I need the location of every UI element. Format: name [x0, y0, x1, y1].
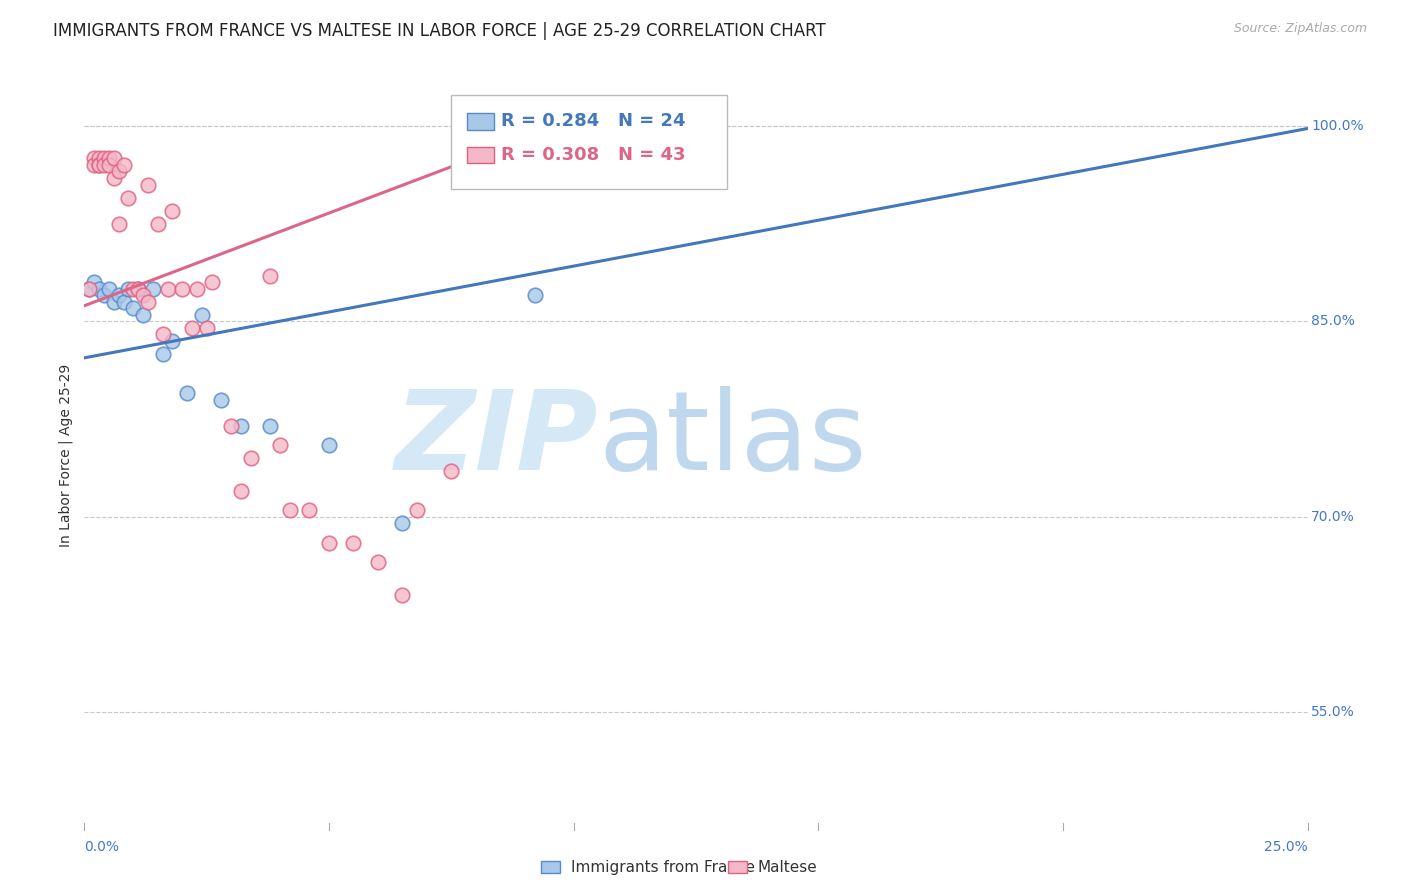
- Point: [87, 282, 110, 296]
- Point: [87, 152, 110, 166]
- Text: Immigrants from France: Immigrants from France: [571, 860, 755, 874]
- Point: [77, 282, 100, 296]
- Point: [219, 418, 242, 433]
- Point: [97, 282, 120, 296]
- Point: [181, 321, 204, 335]
- Point: [107, 217, 129, 231]
- Point: [87, 158, 110, 172]
- Point: [162, 334, 184, 348]
- Point: [239, 451, 262, 466]
- Point: [191, 308, 214, 322]
- Point: [136, 178, 159, 192]
- Point: [269, 438, 291, 452]
- Point: [136, 294, 159, 309]
- Point: [103, 152, 125, 166]
- Point: [97, 152, 120, 166]
- Point: [318, 438, 340, 452]
- Point: [162, 203, 184, 218]
- Text: 100.0%: 100.0%: [1312, 119, 1364, 133]
- Point: [107, 164, 129, 178]
- Point: [83, 275, 105, 289]
- Point: [195, 321, 218, 335]
- Text: IMMIGRANTS FROM FRANCE VS MALTESE IN LABOR FORCE | AGE 25-29 CORRELATION CHART: IMMIGRANTS FROM FRANCE VS MALTESE IN LAB…: [53, 22, 827, 40]
- Point: [440, 464, 463, 478]
- Point: [176, 386, 198, 401]
- Point: [127, 282, 149, 296]
- Point: [77, 282, 100, 296]
- Point: [342, 536, 364, 550]
- Point: [93, 288, 115, 302]
- Point: [122, 301, 145, 316]
- Point: [406, 503, 429, 517]
- Point: [127, 282, 149, 296]
- Point: [156, 282, 179, 296]
- Point: [117, 282, 139, 296]
- Point: [278, 503, 301, 517]
- Point: [93, 152, 115, 166]
- FancyBboxPatch shape: [467, 147, 494, 163]
- Point: [107, 288, 129, 302]
- Text: 0.0%: 0.0%: [84, 840, 120, 854]
- Point: [259, 268, 281, 283]
- Y-axis label: In Labor Force | Age 25-29: In Labor Force | Age 25-29: [59, 363, 73, 547]
- Point: [97, 158, 120, 172]
- Point: [93, 158, 115, 172]
- Point: [259, 418, 281, 433]
- Point: [152, 327, 174, 342]
- Point: [103, 171, 125, 186]
- Point: [87, 158, 110, 172]
- Point: [391, 516, 413, 531]
- Text: Maltese: Maltese: [758, 860, 817, 874]
- Text: R = 0.284   N = 24: R = 0.284 N = 24: [502, 112, 686, 130]
- Point: [391, 588, 413, 602]
- Text: 70.0%: 70.0%: [1312, 510, 1355, 524]
- Text: ZIP: ZIP: [395, 386, 598, 493]
- Point: [83, 152, 105, 166]
- Point: [172, 282, 194, 296]
- Point: [83, 158, 105, 172]
- Point: [112, 294, 135, 309]
- Text: R = 0.308   N = 43: R = 0.308 N = 43: [502, 146, 686, 164]
- FancyBboxPatch shape: [451, 95, 727, 189]
- Text: Source: ZipAtlas.com: Source: ZipAtlas.com: [1233, 22, 1367, 36]
- Point: [543, 119, 565, 133]
- Point: [318, 536, 340, 550]
- Point: [117, 190, 139, 204]
- Point: [146, 217, 169, 231]
- Point: [122, 282, 145, 296]
- Point: [367, 556, 389, 570]
- Text: 25.0%: 25.0%: [1264, 840, 1308, 854]
- Point: [142, 282, 165, 296]
- Point: [103, 294, 125, 309]
- Text: 55.0%: 55.0%: [1312, 706, 1355, 719]
- Text: 85.0%: 85.0%: [1312, 314, 1355, 328]
- Point: [229, 418, 252, 433]
- Point: [523, 288, 546, 302]
- Point: [186, 282, 208, 296]
- Point: [229, 483, 252, 498]
- Point: [132, 308, 155, 322]
- Point: [112, 158, 135, 172]
- Point: [298, 503, 321, 517]
- Point: [200, 275, 222, 289]
- FancyBboxPatch shape: [467, 113, 494, 129]
- Point: [132, 288, 155, 302]
- Point: [209, 392, 232, 407]
- Point: [152, 347, 174, 361]
- Text: atlas: atlas: [598, 386, 866, 493]
